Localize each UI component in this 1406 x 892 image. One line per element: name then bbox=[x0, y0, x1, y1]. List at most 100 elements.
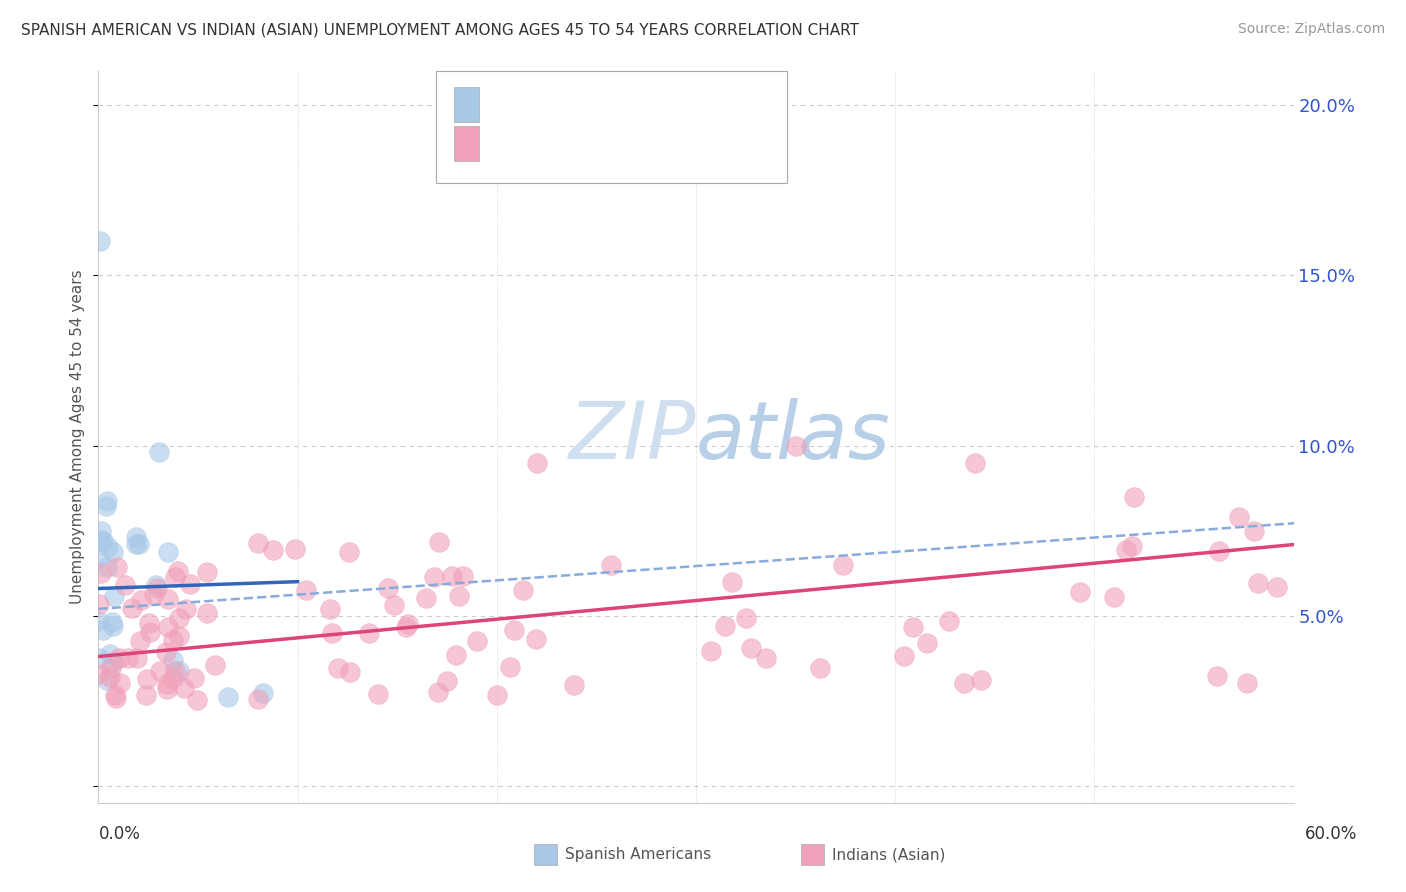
Point bbox=[1243, 524, 1265, 538]
Point bbox=[98, 669, 121, 683]
Point bbox=[138, 616, 160, 631]
Point bbox=[204, 657, 226, 672]
Point bbox=[163, 570, 186, 584]
Point bbox=[97, 540, 120, 554]
Point bbox=[145, 581, 167, 595]
Point bbox=[90, 524, 112, 538]
Point bbox=[162, 633, 184, 648]
Point bbox=[129, 593, 152, 607]
Point bbox=[893, 648, 915, 663]
Point bbox=[195, 565, 218, 579]
Point bbox=[1206, 669, 1229, 683]
Text: Spanish Americans: Spanish Americans bbox=[565, 847, 711, 862]
Point bbox=[755, 650, 778, 665]
Point bbox=[166, 564, 188, 578]
Point bbox=[121, 600, 143, 615]
Point bbox=[903, 619, 925, 633]
Point bbox=[436, 674, 458, 689]
Point bbox=[148, 445, 170, 459]
Text: ZIP: ZIP bbox=[568, 398, 696, 476]
Point bbox=[832, 558, 855, 572]
Point bbox=[96, 499, 118, 513]
Point bbox=[96, 559, 118, 574]
Point bbox=[183, 671, 205, 685]
Point bbox=[103, 589, 125, 603]
Text: atlas: atlas bbox=[696, 398, 891, 476]
Point bbox=[105, 560, 128, 574]
Point bbox=[1123, 490, 1146, 504]
Point bbox=[963, 456, 986, 470]
Point bbox=[105, 690, 128, 705]
Point bbox=[503, 623, 526, 637]
Point bbox=[96, 493, 118, 508]
Point bbox=[91, 533, 114, 548]
Text: 105: 105 bbox=[621, 135, 659, 153]
Point bbox=[427, 535, 450, 549]
Text: Indians (Asian): Indians (Asian) bbox=[832, 847, 946, 862]
Point bbox=[169, 629, 191, 643]
Point bbox=[155, 645, 177, 659]
Point bbox=[90, 566, 112, 580]
Point bbox=[114, 578, 136, 592]
Point bbox=[562, 678, 585, 692]
Point bbox=[384, 598, 406, 612]
Text: R =: R = bbox=[488, 135, 529, 153]
Point bbox=[284, 542, 307, 557]
Point bbox=[135, 688, 157, 702]
Point bbox=[156, 681, 179, 696]
Point bbox=[328, 661, 350, 675]
Point bbox=[337, 545, 360, 559]
Point bbox=[162, 653, 184, 667]
Point bbox=[1102, 590, 1125, 604]
Point bbox=[125, 530, 148, 544]
Text: 0.187: 0.187 bbox=[524, 135, 582, 153]
Text: N =: N = bbox=[589, 135, 626, 153]
Text: 29: 29 bbox=[621, 95, 647, 113]
Text: 0.0%: 0.0% bbox=[98, 825, 141, 843]
Point bbox=[117, 651, 139, 665]
Point bbox=[969, 673, 991, 687]
Point bbox=[87, 597, 110, 611]
Point bbox=[157, 592, 180, 607]
Point bbox=[367, 688, 389, 702]
Text: Source: ZipAtlas.com: Source: ZipAtlas.com bbox=[1237, 22, 1385, 37]
Point bbox=[377, 581, 399, 595]
Point bbox=[357, 626, 380, 640]
Point bbox=[101, 655, 124, 669]
Point bbox=[1267, 580, 1289, 594]
Point bbox=[1246, 576, 1268, 591]
Point bbox=[156, 676, 179, 690]
Point bbox=[156, 545, 179, 559]
Point bbox=[87, 614, 110, 628]
Point bbox=[321, 626, 343, 640]
Point bbox=[938, 614, 960, 628]
Point bbox=[246, 692, 269, 706]
Point bbox=[1115, 542, 1137, 557]
Point bbox=[1069, 584, 1091, 599]
Point bbox=[499, 660, 522, 674]
Point bbox=[90, 533, 112, 547]
Point bbox=[441, 568, 464, 582]
Text: SPANISH AMERICAN VS INDIAN (ASIAN) UNEMPLOYMENT AMONG AGES 45 TO 54 YEARS CORREL: SPANISH AMERICAN VS INDIAN (ASIAN) UNEMP… bbox=[21, 22, 859, 37]
Point bbox=[104, 688, 127, 702]
Point bbox=[735, 611, 758, 625]
Point bbox=[1227, 509, 1250, 524]
Point bbox=[167, 664, 190, 678]
Point bbox=[247, 536, 270, 550]
Point bbox=[599, 558, 621, 572]
Point bbox=[252, 686, 274, 700]
Point bbox=[720, 575, 742, 590]
Text: N =: N = bbox=[589, 95, 626, 113]
Point bbox=[128, 536, 150, 550]
Point bbox=[785, 439, 807, 453]
Point bbox=[91, 623, 114, 637]
Point bbox=[444, 648, 467, 663]
Point bbox=[173, 681, 195, 695]
Point bbox=[526, 456, 548, 470]
Point bbox=[135, 672, 157, 686]
Point bbox=[129, 634, 152, 648]
Point bbox=[451, 569, 474, 583]
Point bbox=[169, 611, 191, 625]
Point bbox=[808, 661, 831, 675]
Point bbox=[186, 693, 208, 707]
